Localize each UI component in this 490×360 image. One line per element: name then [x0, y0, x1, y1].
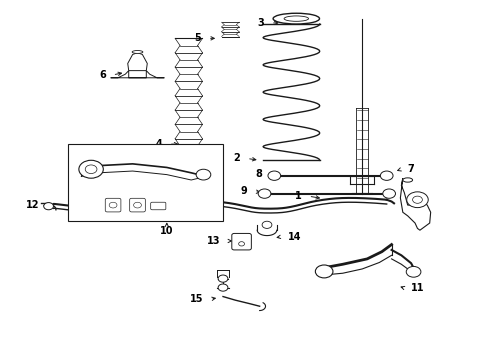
Text: 13: 13	[207, 236, 220, 246]
Circle shape	[79, 160, 103, 178]
Text: 11: 11	[411, 283, 425, 293]
Text: 5: 5	[194, 33, 201, 43]
Text: 12: 12	[26, 200, 40, 210]
Circle shape	[218, 284, 228, 291]
Polygon shape	[111, 71, 164, 78]
Circle shape	[239, 242, 245, 246]
Circle shape	[109, 202, 117, 208]
Text: 7: 7	[407, 164, 414, 174]
Circle shape	[85, 165, 97, 174]
Text: 1: 1	[294, 191, 301, 201]
Text: 8: 8	[255, 168, 262, 179]
FancyBboxPatch shape	[130, 198, 146, 212]
Ellipse shape	[132, 50, 143, 53]
Ellipse shape	[273, 13, 319, 24]
Ellipse shape	[403, 178, 413, 182]
Polygon shape	[400, 178, 431, 230]
Text: 6: 6	[99, 70, 106, 80]
Text: 15: 15	[190, 294, 203, 304]
Circle shape	[407, 192, 428, 208]
Circle shape	[262, 221, 272, 228]
Polygon shape	[128, 53, 147, 71]
Ellipse shape	[284, 16, 309, 21]
Text: 10: 10	[160, 226, 173, 236]
FancyBboxPatch shape	[151, 202, 166, 210]
FancyBboxPatch shape	[232, 233, 251, 250]
Circle shape	[258, 189, 271, 198]
Text: 4: 4	[155, 139, 162, 149]
Circle shape	[380, 171, 393, 180]
Circle shape	[268, 171, 281, 180]
Circle shape	[406, 266, 421, 277]
Text: 9: 9	[241, 186, 247, 197]
Text: 2: 2	[233, 153, 240, 163]
Circle shape	[383, 189, 395, 198]
Text: 3: 3	[258, 18, 265, 28]
Circle shape	[413, 196, 422, 203]
FancyBboxPatch shape	[105, 198, 121, 212]
Circle shape	[134, 202, 142, 208]
Text: 14: 14	[288, 232, 301, 242]
Bar	[68, 144, 223, 221]
Circle shape	[44, 203, 53, 210]
Circle shape	[316, 265, 333, 278]
Circle shape	[218, 275, 228, 282]
Circle shape	[196, 169, 211, 180]
